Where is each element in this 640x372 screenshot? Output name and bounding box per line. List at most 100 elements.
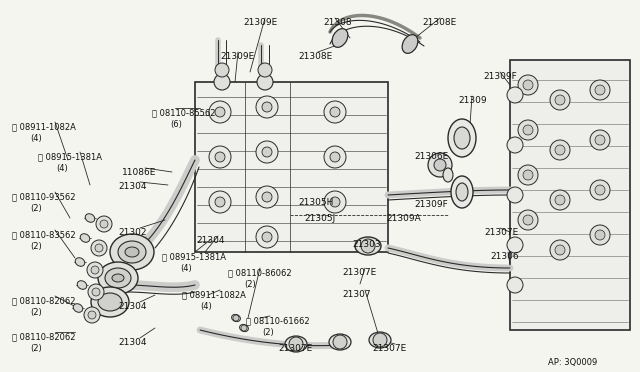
Ellipse shape — [402, 35, 418, 53]
Circle shape — [324, 191, 346, 213]
Text: 21304: 21304 — [196, 236, 225, 245]
Text: Ⓑ 08110-83562: Ⓑ 08110-83562 — [12, 230, 76, 239]
Text: Ⓑ 08110-86062: Ⓑ 08110-86062 — [228, 268, 292, 277]
Circle shape — [84, 307, 100, 323]
Circle shape — [523, 125, 533, 135]
Circle shape — [289, 337, 303, 351]
Circle shape — [590, 130, 610, 150]
Ellipse shape — [91, 287, 129, 317]
Circle shape — [590, 180, 610, 200]
Ellipse shape — [98, 262, 138, 294]
Ellipse shape — [451, 176, 473, 208]
Circle shape — [507, 277, 523, 293]
Text: 21308E: 21308E — [298, 52, 332, 61]
Circle shape — [256, 186, 278, 208]
Circle shape — [507, 237, 523, 253]
Bar — [510, 60, 630, 330]
Text: (2): (2) — [30, 344, 42, 353]
Ellipse shape — [118, 241, 146, 263]
Ellipse shape — [454, 127, 470, 149]
Circle shape — [555, 145, 565, 155]
Circle shape — [262, 147, 272, 157]
Text: 21309E: 21309E — [243, 18, 277, 27]
Circle shape — [595, 230, 605, 240]
Ellipse shape — [112, 274, 124, 282]
Text: Ⓑ 08110-93562: Ⓑ 08110-93562 — [12, 192, 76, 201]
Circle shape — [256, 141, 278, 163]
Circle shape — [262, 192, 272, 202]
Text: Ⓟ 08915-1381A: Ⓟ 08915-1381A — [38, 152, 102, 161]
Text: (2): (2) — [30, 308, 42, 317]
Text: 21306: 21306 — [490, 252, 518, 261]
Ellipse shape — [80, 234, 90, 242]
Text: Ⓑ 08110-82062: Ⓑ 08110-82062 — [12, 332, 76, 341]
Text: 21309: 21309 — [458, 96, 486, 105]
Text: 21303: 21303 — [352, 240, 381, 249]
Circle shape — [550, 140, 570, 160]
Text: 21305J: 21305J — [304, 214, 335, 223]
Circle shape — [262, 232, 272, 242]
Text: (2): (2) — [30, 204, 42, 213]
Text: 21308: 21308 — [323, 18, 351, 27]
Circle shape — [428, 153, 452, 177]
Ellipse shape — [448, 119, 476, 157]
Ellipse shape — [110, 234, 154, 270]
Circle shape — [91, 240, 107, 256]
Circle shape — [96, 216, 112, 232]
Ellipse shape — [332, 29, 348, 47]
Circle shape — [555, 245, 565, 255]
Ellipse shape — [125, 247, 139, 257]
Circle shape — [330, 197, 340, 207]
Ellipse shape — [239, 324, 248, 331]
Circle shape — [215, 107, 225, 117]
Text: 21307E: 21307E — [278, 344, 312, 353]
Text: 21307E: 21307E — [342, 268, 376, 277]
Circle shape — [256, 96, 278, 118]
Circle shape — [550, 90, 570, 110]
Circle shape — [215, 63, 229, 77]
Text: (2): (2) — [30, 242, 42, 251]
Circle shape — [233, 315, 239, 321]
Ellipse shape — [329, 334, 351, 350]
Text: Ⓝ 08911-1082A: Ⓝ 08911-1082A — [12, 122, 76, 131]
Circle shape — [95, 244, 103, 252]
Ellipse shape — [85, 214, 95, 222]
Ellipse shape — [98, 293, 122, 311]
Circle shape — [330, 152, 340, 162]
Circle shape — [91, 266, 99, 274]
Text: Ⓝ 08911-1082A: Ⓝ 08911-1082A — [182, 290, 246, 299]
Text: 21304: 21304 — [118, 182, 147, 191]
Circle shape — [88, 311, 96, 319]
Text: 21305H: 21305H — [298, 198, 333, 207]
Circle shape — [333, 335, 347, 349]
Circle shape — [550, 240, 570, 260]
Text: 21306E: 21306E — [414, 152, 448, 161]
Ellipse shape — [77, 281, 87, 289]
Circle shape — [214, 74, 230, 90]
Circle shape — [100, 220, 108, 228]
Circle shape — [87, 262, 103, 278]
Circle shape — [209, 101, 231, 123]
Ellipse shape — [443, 168, 453, 182]
Circle shape — [373, 333, 387, 347]
Text: Ⓟ 08915-1381A: Ⓟ 08915-1381A — [162, 252, 226, 261]
Circle shape — [590, 80, 610, 100]
Text: Ⓑ 08110-85562: Ⓑ 08110-85562 — [152, 108, 216, 117]
Ellipse shape — [232, 314, 241, 322]
Ellipse shape — [76, 258, 84, 266]
Ellipse shape — [355, 237, 381, 255]
Text: (4): (4) — [30, 134, 42, 143]
Circle shape — [507, 187, 523, 203]
Circle shape — [258, 63, 272, 77]
Circle shape — [507, 137, 523, 153]
Text: 21302: 21302 — [118, 228, 147, 237]
Circle shape — [88, 284, 104, 300]
Circle shape — [523, 170, 533, 180]
Circle shape — [434, 159, 446, 171]
Circle shape — [241, 325, 247, 331]
Text: 21308E: 21308E — [422, 18, 456, 27]
Circle shape — [550, 190, 570, 210]
Text: 21304: 21304 — [118, 338, 147, 347]
Circle shape — [256, 226, 278, 248]
Circle shape — [518, 210, 538, 230]
